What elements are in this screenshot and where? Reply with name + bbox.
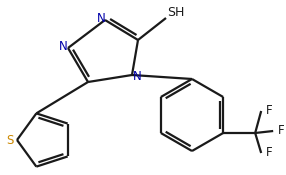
Text: N: N (133, 71, 141, 83)
Text: F: F (266, 146, 273, 159)
Text: N: N (97, 12, 105, 24)
Text: N: N (59, 40, 67, 52)
Text: F: F (266, 104, 273, 117)
Text: SH: SH (167, 6, 185, 19)
Text: S: S (6, 134, 14, 146)
Text: F: F (278, 124, 285, 138)
